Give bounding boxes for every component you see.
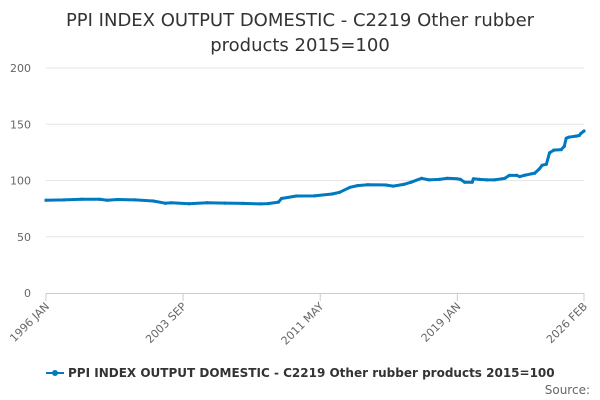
data-point bbox=[552, 148, 556, 152]
data-point bbox=[384, 183, 388, 187]
legend-dot-icon bbox=[52, 370, 58, 376]
data-point bbox=[223, 201, 227, 205]
data-point bbox=[133, 198, 137, 202]
source-label[interactable]: Source: bbox=[544, 383, 590, 397]
x-tick-label: 2011 MAY bbox=[279, 300, 327, 348]
data-point bbox=[355, 184, 360, 188]
y-tick-label: 200 bbox=[10, 62, 31, 75]
data-point bbox=[276, 200, 281, 204]
data-point bbox=[492, 178, 496, 182]
data-point bbox=[564, 136, 568, 140]
data-point bbox=[533, 171, 537, 175]
chart-title-line-2: products 2015=100 bbox=[210, 35, 390, 56]
data-point bbox=[366, 183, 370, 187]
data-point bbox=[169, 201, 173, 205]
data-point bbox=[427, 178, 431, 182]
data-point bbox=[259, 202, 263, 206]
data-point bbox=[445, 176, 449, 180]
y-tick-label: 100 bbox=[10, 175, 31, 188]
data-point bbox=[44, 198, 48, 202]
data-point bbox=[402, 182, 406, 186]
data-point bbox=[478, 177, 482, 181]
data-point bbox=[562, 144, 566, 148]
data-point bbox=[463, 180, 467, 184]
data-point bbox=[241, 201, 245, 205]
data-point bbox=[151, 199, 155, 203]
chart-title-line-1: PPI INDEX OUTPUT DOMESTIC - C2219 Other … bbox=[65, 10, 535, 31]
data-point bbox=[503, 176, 507, 180]
data-point bbox=[187, 202, 191, 206]
data-point bbox=[470, 180, 474, 184]
data-point bbox=[529, 172, 534, 176]
legend[interactable]: PPI INDEX OUTPUT DOMESTIC - C2219 Other … bbox=[46, 365, 555, 381]
data-point bbox=[500, 177, 504, 181]
data-point bbox=[294, 194, 298, 198]
data-point bbox=[544, 162, 549, 166]
data-point bbox=[577, 133, 581, 138]
data-point bbox=[266, 202, 270, 206]
data-point bbox=[80, 197, 84, 201]
x-tick-label: 1996 JAN bbox=[7, 300, 52, 345]
data-point bbox=[279, 196, 284, 201]
data-point bbox=[62, 198, 66, 202]
x-tick-label: 2019 JAN bbox=[419, 300, 464, 345]
data-point bbox=[582, 129, 586, 133]
data-point bbox=[163, 201, 167, 205]
data-point bbox=[567, 135, 571, 139]
data-point bbox=[518, 175, 522, 179]
data-point bbox=[391, 184, 395, 188]
legend-label: PPI INDEX OUTPUT DOMESTIC - C2219 Other … bbox=[68, 366, 555, 380]
data-point bbox=[338, 190, 342, 194]
data-point bbox=[455, 177, 459, 181]
data-point bbox=[540, 163, 544, 167]
data-point bbox=[485, 178, 489, 182]
data-point bbox=[471, 177, 475, 181]
y-tick-label: 0 bbox=[24, 287, 31, 300]
y-tick-label: 150 bbox=[10, 118, 31, 131]
data-point bbox=[579, 131, 583, 135]
data-point bbox=[437, 177, 441, 181]
data-point bbox=[98, 197, 102, 201]
data-point bbox=[507, 173, 511, 177]
data-point bbox=[205, 201, 209, 205]
series-line bbox=[44, 129, 586, 206]
data-point bbox=[348, 185, 352, 189]
data-point bbox=[537, 167, 541, 171]
data-point bbox=[330, 192, 334, 196]
data-point bbox=[559, 148, 563, 152]
data-point bbox=[458, 177, 462, 181]
data-point bbox=[522, 173, 526, 177]
data-point bbox=[312, 194, 316, 198]
data-point bbox=[409, 180, 413, 184]
data-point bbox=[574, 134, 578, 138]
chart-title: PPI INDEX OUTPUT DOMESTIC - C2219 Other … bbox=[0, 8, 600, 58]
y-tick-label: 50 bbox=[17, 231, 31, 244]
data-point bbox=[515, 173, 519, 177]
data-point bbox=[420, 176, 424, 180]
x-tick-label: 2026 FEB bbox=[544, 300, 590, 346]
x-tick-label: 2003 SEP bbox=[143, 300, 189, 346]
data-point bbox=[547, 151, 552, 155]
data-point bbox=[115, 197, 120, 202]
legend-series-marker bbox=[46, 365, 64, 381]
data-point bbox=[105, 198, 109, 202]
